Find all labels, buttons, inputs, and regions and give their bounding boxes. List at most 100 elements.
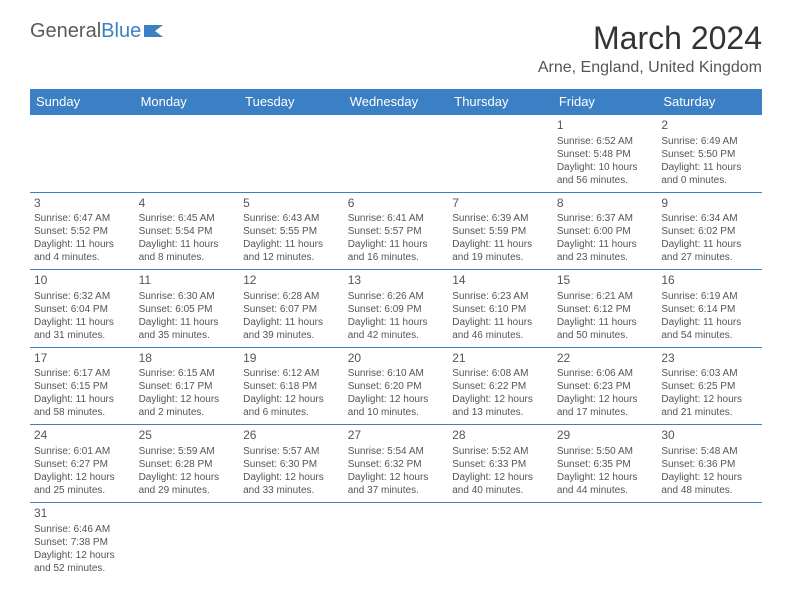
dayname-row: Sunday Monday Tuesday Wednesday Thursday… xyxy=(30,89,762,115)
calendar-cell: 9Sunrise: 6:34 AMSunset: 6:02 PMDaylight… xyxy=(657,192,762,270)
sunset-text: Sunset: 6:18 PM xyxy=(243,380,340,393)
sunset-text: Sunset: 6:28 PM xyxy=(139,458,236,471)
day-number: 8 xyxy=(557,196,654,212)
daylight-text: Daylight: 12 hours and 37 minutes. xyxy=(348,471,445,497)
calendar-row: 31Sunrise: 6:46 AMSunset: 7:38 PMDayligh… xyxy=(30,502,762,579)
daylight-text: Daylight: 11 hours and 16 minutes. xyxy=(348,238,445,264)
daylight-text: Daylight: 12 hours and 17 minutes. xyxy=(557,393,654,419)
calendar-cell: 12Sunrise: 6:28 AMSunset: 6:07 PMDayligh… xyxy=(239,270,344,348)
sunrise-text: Sunrise: 6:19 AM xyxy=(661,290,758,303)
sunrise-text: Sunrise: 6:46 AM xyxy=(34,523,131,536)
calendar-cell: 4Sunrise: 6:45 AMSunset: 5:54 PMDaylight… xyxy=(135,192,240,270)
calendar-cell xyxy=(239,115,344,193)
calendar-table: Sunday Monday Tuesday Wednesday Thursday… xyxy=(30,89,762,580)
sunrise-text: Sunrise: 6:28 AM xyxy=(243,290,340,303)
calendar-cell: 14Sunrise: 6:23 AMSunset: 6:10 PMDayligh… xyxy=(448,270,553,348)
calendar-cell: 8Sunrise: 6:37 AMSunset: 6:00 PMDaylight… xyxy=(553,192,658,270)
calendar-cell: 20Sunrise: 6:10 AMSunset: 6:20 PMDayligh… xyxy=(344,347,449,425)
calendar-cell xyxy=(344,502,449,579)
daylight-text: Daylight: 11 hours and 4 minutes. xyxy=(34,238,131,264)
sunrise-text: Sunrise: 6:49 AM xyxy=(661,135,758,148)
sunrise-text: Sunrise: 6:30 AM xyxy=(139,290,236,303)
sunset-text: Sunset: 6:23 PM xyxy=(557,380,654,393)
day-number: 2 xyxy=(661,118,758,134)
daylight-text: Daylight: 11 hours and 50 minutes. xyxy=(557,316,654,342)
sunset-text: Sunset: 6:15 PM xyxy=(34,380,131,393)
daylight-text: Daylight: 12 hours and 10 minutes. xyxy=(348,393,445,419)
calendar-body: 1Sunrise: 6:52 AMSunset: 5:48 PMDaylight… xyxy=(30,115,762,580)
day-number: 3 xyxy=(34,196,131,212)
calendar-cell: 13Sunrise: 6:26 AMSunset: 6:09 PMDayligh… xyxy=(344,270,449,348)
daylight-text: Daylight: 12 hours and 29 minutes. xyxy=(139,471,236,497)
day-number: 14 xyxy=(452,273,549,289)
day-number: 7 xyxy=(452,196,549,212)
dayname-fri: Friday xyxy=(553,89,658,115)
dayname-mon: Monday xyxy=(135,89,240,115)
calendar-cell: 16Sunrise: 6:19 AMSunset: 6:14 PMDayligh… xyxy=(657,270,762,348)
sunrise-text: Sunrise: 6:03 AM xyxy=(661,367,758,380)
sunset-text: Sunset: 5:52 PM xyxy=(34,225,131,238)
sunset-text: Sunset: 6:27 PM xyxy=(34,458,131,471)
daylight-text: Daylight: 12 hours and 2 minutes. xyxy=(139,393,236,419)
day-number: 4 xyxy=(139,196,236,212)
calendar-cell: 30Sunrise: 5:48 AMSunset: 6:36 PMDayligh… xyxy=(657,425,762,503)
title-block: March 2024 Arne, England, United Kingdom xyxy=(538,20,762,77)
calendar-cell: 27Sunrise: 5:54 AMSunset: 6:32 PMDayligh… xyxy=(344,425,449,503)
sunrise-text: Sunrise: 5:50 AM xyxy=(557,445,654,458)
day-number: 1 xyxy=(557,118,654,134)
sunset-text: Sunset: 6:35 PM xyxy=(557,458,654,471)
calendar-cell: 3Sunrise: 6:47 AMSunset: 5:52 PMDaylight… xyxy=(30,192,135,270)
sunset-text: Sunset: 6:09 PM xyxy=(348,303,445,316)
daylight-text: Daylight: 11 hours and 23 minutes. xyxy=(557,238,654,264)
day-number: 6 xyxy=(348,196,445,212)
day-number: 15 xyxy=(557,273,654,289)
sunrise-text: Sunrise: 5:59 AM xyxy=(139,445,236,458)
calendar-cell: 24Sunrise: 6:01 AMSunset: 6:27 PMDayligh… xyxy=(30,425,135,503)
sunset-text: Sunset: 6:00 PM xyxy=(557,225,654,238)
calendar-cell xyxy=(135,502,240,579)
day-number: 28 xyxy=(452,428,549,444)
sunrise-text: Sunrise: 6:15 AM xyxy=(139,367,236,380)
calendar-cell xyxy=(30,115,135,193)
calendar-cell xyxy=(344,115,449,193)
calendar-row: 17Sunrise: 6:17 AMSunset: 6:15 PMDayligh… xyxy=(30,347,762,425)
sunrise-text: Sunrise: 6:45 AM xyxy=(139,212,236,225)
sunset-text: Sunset: 6:20 PM xyxy=(348,380,445,393)
sunset-text: Sunset: 6:02 PM xyxy=(661,225,758,238)
sunset-text: Sunset: 6:14 PM xyxy=(661,303,758,316)
day-number: 17 xyxy=(34,351,131,367)
calendar-cell: 18Sunrise: 6:15 AMSunset: 6:17 PMDayligh… xyxy=(135,347,240,425)
daylight-text: Daylight: 10 hours and 56 minutes. xyxy=(557,161,654,187)
day-number: 22 xyxy=(557,351,654,367)
calendar-cell xyxy=(657,502,762,579)
day-number: 18 xyxy=(139,351,236,367)
sunrise-text: Sunrise: 6:08 AM xyxy=(452,367,549,380)
daylight-text: Daylight: 12 hours and 52 minutes. xyxy=(34,549,131,575)
daylight-text: Daylight: 11 hours and 46 minutes. xyxy=(452,316,549,342)
daylight-text: Daylight: 11 hours and 27 minutes. xyxy=(661,238,758,264)
daylight-text: Daylight: 11 hours and 31 minutes. xyxy=(34,316,131,342)
calendar-row: 10Sunrise: 6:32 AMSunset: 6:04 PMDayligh… xyxy=(30,270,762,348)
daylight-text: Daylight: 11 hours and 8 minutes. xyxy=(139,238,236,264)
day-number: 23 xyxy=(661,351,758,367)
sunset-text: Sunset: 6:33 PM xyxy=(452,458,549,471)
dayname-sat: Saturday xyxy=(657,89,762,115)
daylight-text: Daylight: 12 hours and 44 minutes. xyxy=(557,471,654,497)
daylight-text: Daylight: 11 hours and 12 minutes. xyxy=(243,238,340,264)
sunset-text: Sunset: 5:59 PM xyxy=(452,225,549,238)
day-number: 24 xyxy=(34,428,131,444)
sunrise-text: Sunrise: 6:52 AM xyxy=(557,135,654,148)
sunset-text: Sunset: 5:55 PM xyxy=(243,225,340,238)
calendar-cell xyxy=(448,502,553,579)
daylight-text: Daylight: 11 hours and 54 minutes. xyxy=(661,316,758,342)
day-number: 30 xyxy=(661,428,758,444)
sunset-text: Sunset: 6:22 PM xyxy=(452,380,549,393)
daylight-text: Daylight: 11 hours and 0 minutes. xyxy=(661,161,758,187)
sunset-text: Sunset: 6:30 PM xyxy=(243,458,340,471)
sunset-text: Sunset: 6:36 PM xyxy=(661,458,758,471)
header: GeneralBlue March 2024 Arne, England, Un… xyxy=(30,20,762,77)
sunset-text: Sunset: 5:48 PM xyxy=(557,148,654,161)
calendar-cell: 29Sunrise: 5:50 AMSunset: 6:35 PMDayligh… xyxy=(553,425,658,503)
calendar-cell: 19Sunrise: 6:12 AMSunset: 6:18 PMDayligh… xyxy=(239,347,344,425)
calendar-cell: 28Sunrise: 5:52 AMSunset: 6:33 PMDayligh… xyxy=(448,425,553,503)
